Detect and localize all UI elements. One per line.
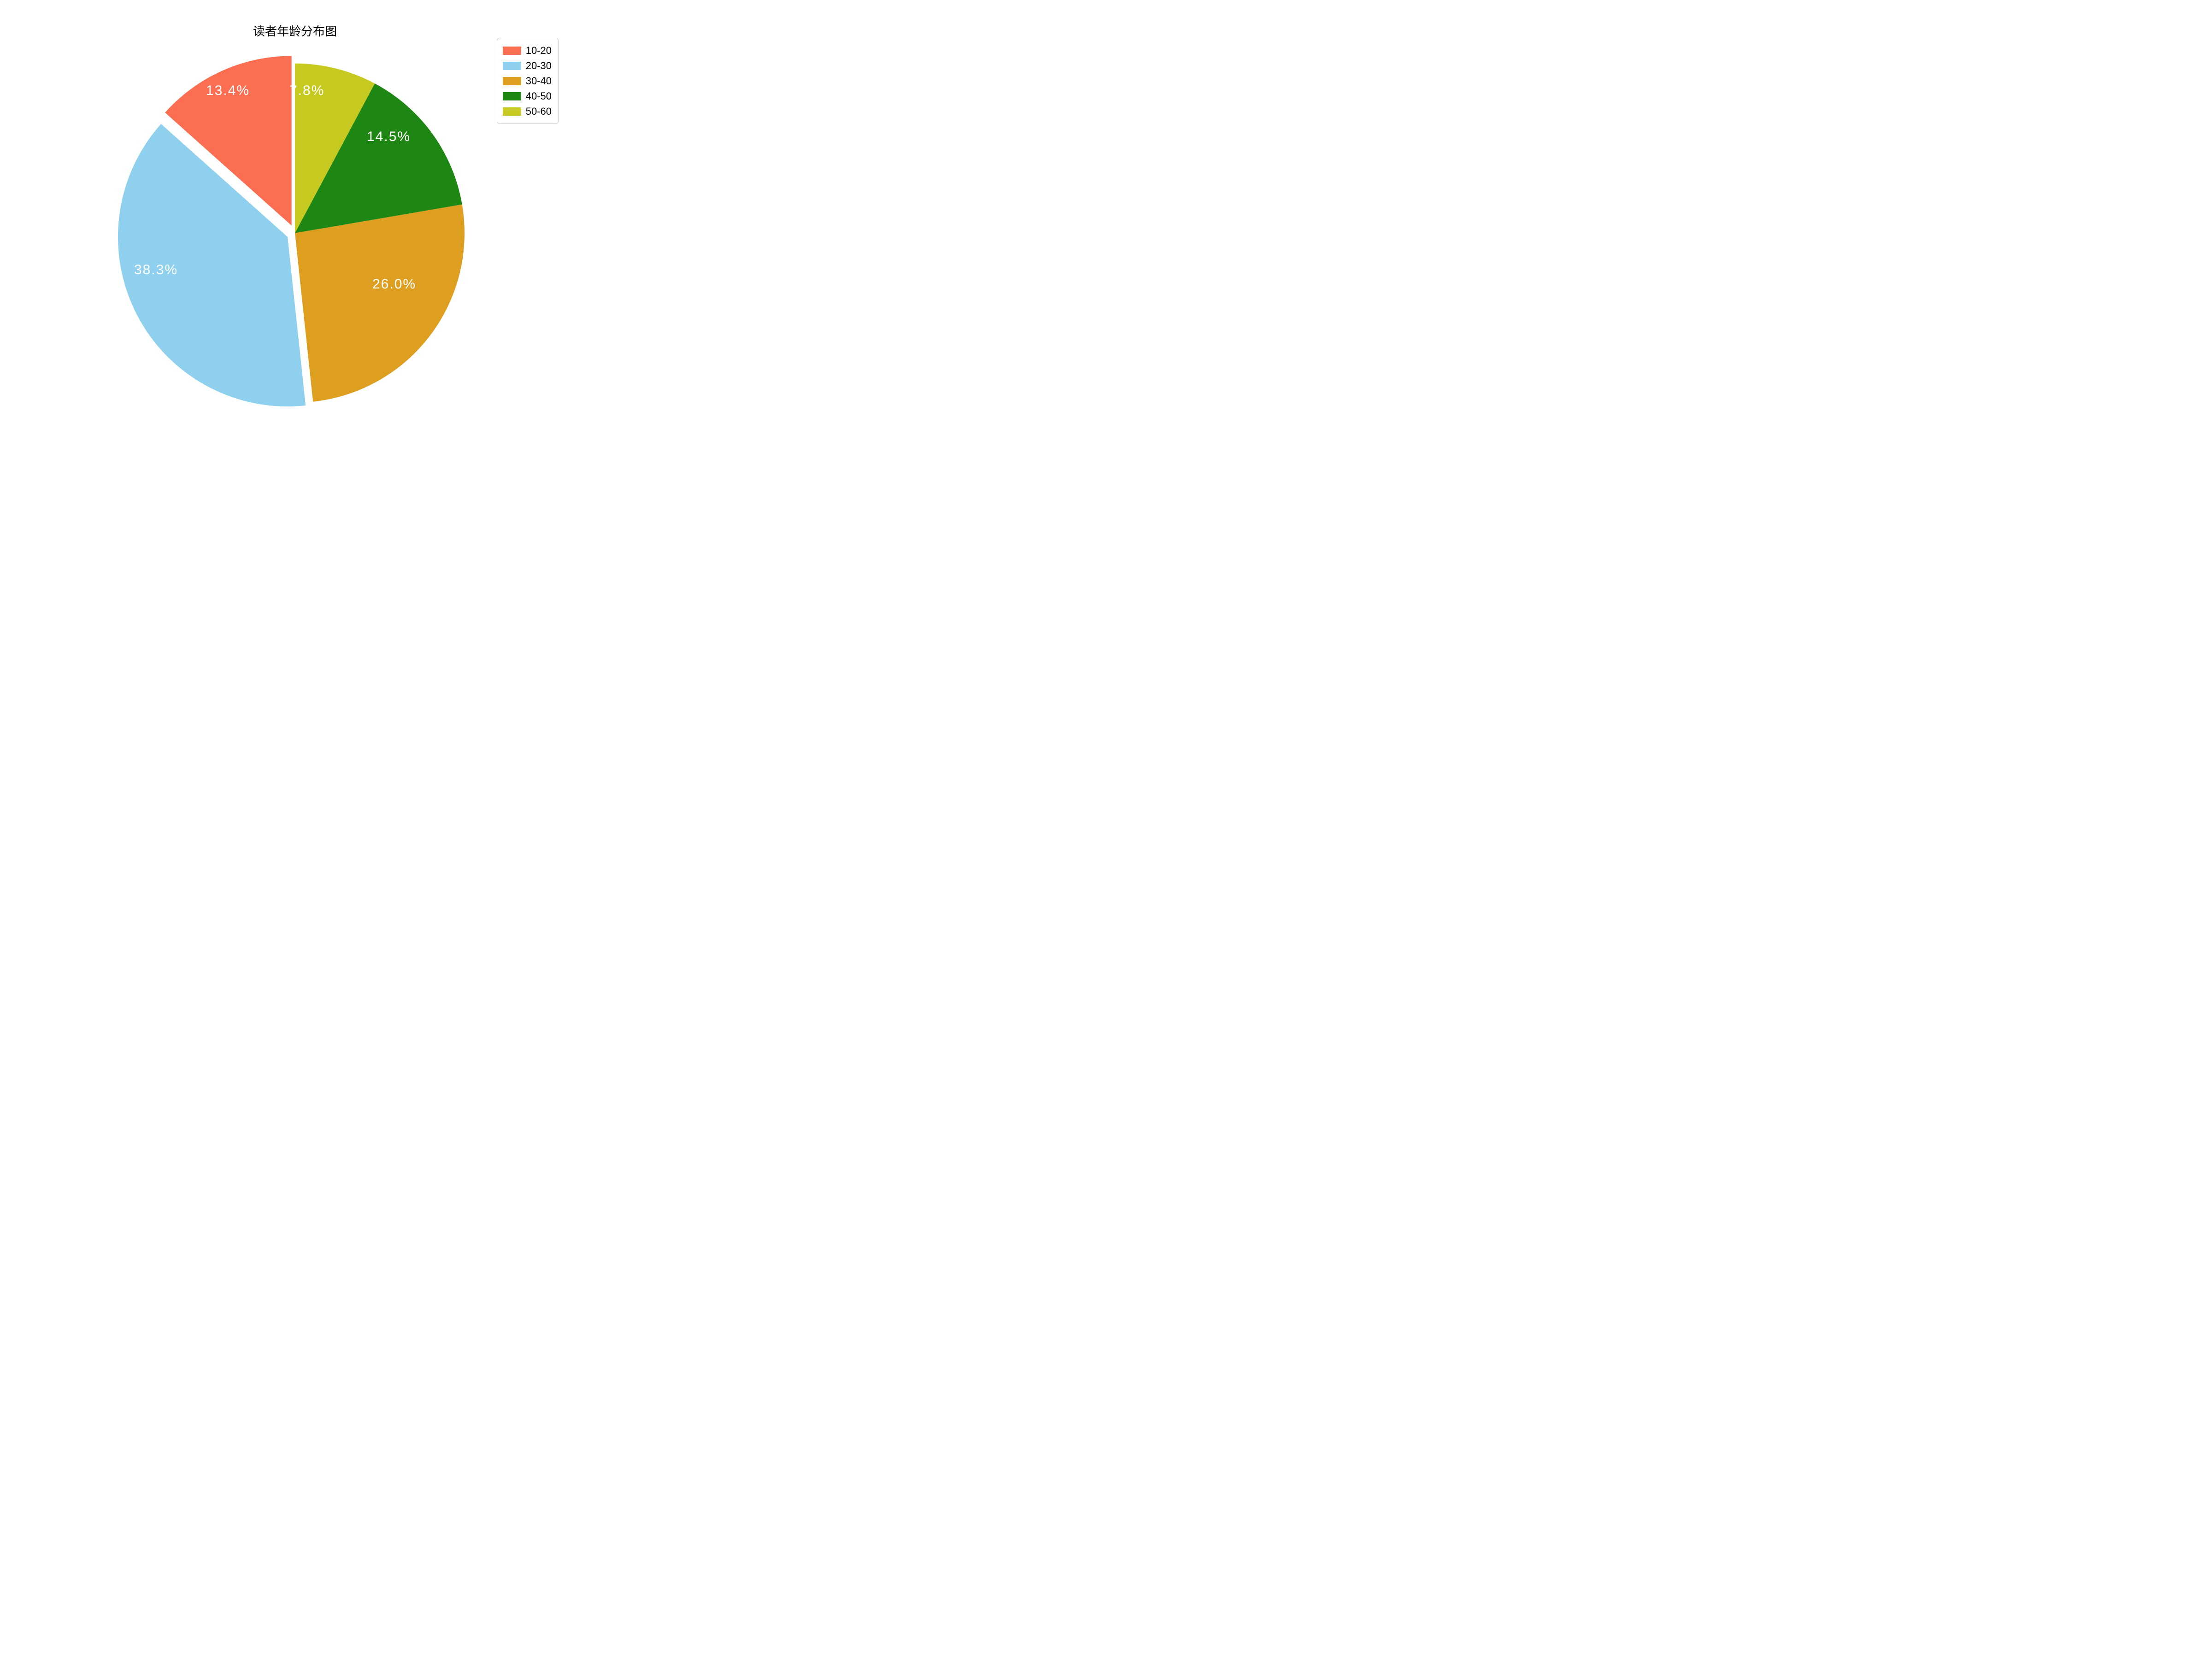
legend-swatch [503,77,521,85]
legend-item: 50-60 [503,104,552,119]
pie-slice-label: 14.5% [367,129,411,145]
pie-slice-label: 26.0% [372,276,416,292]
legend-swatch [503,47,521,55]
legend-swatch [503,92,521,100]
chart-legend: 10-2020-3030-4040-5050-60 [497,38,559,124]
legend-label: 50-60 [526,104,552,119]
legend-item: 20-30 [503,58,552,73]
pie-slice-label: 13.4% [206,83,250,99]
legend-swatch [503,107,521,116]
pie-chart-container: 读者年龄分布图 10-2020-3030-4040-5050-60 13.4%3… [0,0,590,442]
legend-label: 20-30 [526,58,552,73]
legend-item: 30-40 [503,73,552,88]
legend-label: 40-50 [526,88,552,104]
pie-slice [295,205,465,402]
legend-swatch [503,62,521,70]
legend-label: 10-20 [526,43,552,58]
legend-item: 40-50 [503,88,552,104]
pie-slice-label: 38.3% [134,262,178,278]
pie-slice-label: 7.8% [289,83,324,99]
legend-label: 30-40 [526,73,552,88]
legend-item: 10-20 [503,43,552,58]
